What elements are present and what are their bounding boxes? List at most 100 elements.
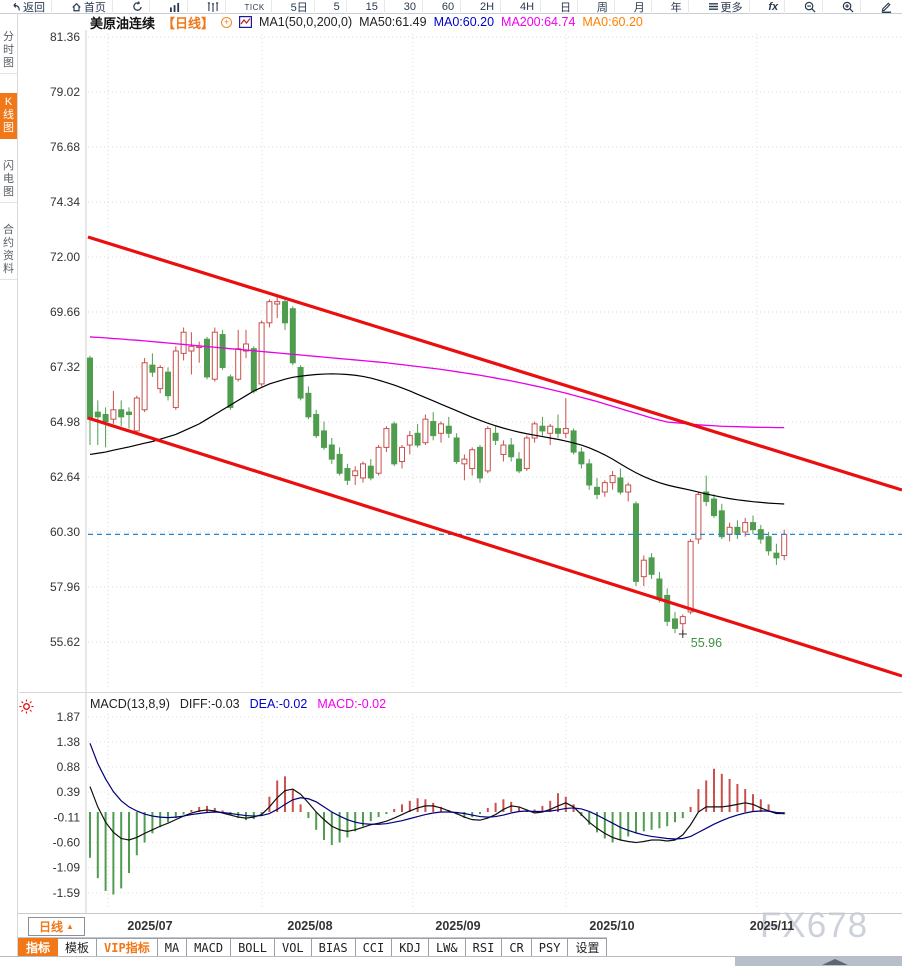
volume-style-button[interactable]: [201, 0, 226, 14]
tab-lwr[interactable]: LW&: [428, 938, 466, 957]
sidebar-item-time-chart[interactable]: 分时图: [0, 28, 17, 74]
refresh-button[interactable]: [126, 0, 150, 14]
svg-text:64.98: 64.98: [50, 415, 80, 429]
dropdown-arrow-icon: ▲: [66, 922, 74, 931]
svg-text:-1.59: -1.59: [53, 886, 81, 900]
tab-indicator[interactable]: 指标: [18, 938, 59, 957]
zoom-out-button[interactable]: [798, 0, 824, 14]
period-2h-button[interactable]: 2H: [474, 0, 502, 14]
tab-bias[interactable]: BIAS: [311, 938, 356, 957]
period-week-label: 周: [596, 1, 608, 14]
ma0-orange-value: MA0:60.20: [582, 15, 643, 29]
tick-period-button[interactable]: tick: [238, 0, 272, 14]
top-toolbar: 返回 首页 tick 5日 5 15 30 60 2H 4H 日 周 月 年 更…: [0, 0, 902, 14]
tab-settings[interactable]: 设置: [568, 938, 608, 957]
period-label: 【日线】: [162, 15, 215, 31]
add-indicator-icon[interactable]: +: [221, 16, 233, 28]
bar-chart-icon: [169, 2, 179, 12]
period-5day-label: 5日: [290, 1, 308, 14]
svg-text:0.39: 0.39: [57, 785, 81, 799]
period-30min-label: 30: [403, 0, 416, 13]
ma0-blue-value: MA0:60.20: [433, 15, 495, 29]
tab-cci[interactable]: CCI: [355, 938, 393, 957]
back-label: 返回: [23, 1, 45, 14]
timeframe-dropdown-button[interactable]: 日线 ▲: [28, 917, 85, 936]
period-15min-button[interactable]: 15: [360, 0, 385, 14]
period-5day-button[interactable]: 5日: [285, 0, 315, 14]
tab-cr[interactable]: CR: [502, 938, 532, 957]
draw-tool-button[interactable]: [874, 0, 898, 14]
tab-rsi[interactable]: RSI: [465, 938, 503, 957]
ma50-value: MA50:61.49: [359, 15, 427, 29]
svg-text:2025/07: 2025/07: [127, 919, 172, 933]
scroll-up-arrow-icon[interactable]: [822, 959, 848, 965]
sidebar-item-kline-chart[interactable]: K线图: [0, 93, 17, 139]
svg-text:-0.60: -0.60: [53, 836, 81, 850]
tab-kdj[interactable]: KDJ: [392, 938, 429, 957]
macd-diff-value: DIFF:-0.03: [179, 697, 240, 711]
period-day-button[interactable]: 日: [554, 0, 578, 14]
tab-vol[interactable]: VOL: [274, 938, 312, 957]
tab-psy[interactable]: PSY: [531, 938, 569, 957]
more-button[interactable]: 更多: [702, 0, 750, 14]
period-60min-button[interactable]: 60: [436, 0, 462, 14]
period-month-label: 月: [633, 1, 645, 14]
tab-boll[interactable]: BOLL: [231, 938, 275, 957]
kline-settings-icon[interactable]: [239, 16, 253, 28]
scrollbar-track[interactable]: [735, 957, 902, 966]
macd-dea-value: DEA:-0.02: [249, 697, 308, 711]
sidebar-item-contract-info[interactable]: 合约资料: [0, 221, 17, 280]
period-4h-label: 4H: [519, 0, 535, 13]
fx678-watermark: FX678: [760, 906, 869, 945]
period-4h-button[interactable]: 4H: [514, 0, 542, 14]
ma200-value: MA200:64.74: [501, 15, 576, 29]
macd-macd-value: MACD:-0.02: [317, 697, 387, 711]
period-year-button[interactable]: 年: [665, 0, 689, 14]
period-60min-label: 60: [441, 0, 455, 13]
svg-text:2025/08: 2025/08: [287, 919, 332, 933]
svg-text:2025/10: 2025/10: [589, 919, 634, 933]
svg-text:60.30: 60.30: [50, 525, 80, 539]
horizontal-scrollbar[interactable]: [0, 956, 902, 966]
chart-style-button[interactable]: [163, 0, 188, 14]
sidebar-item-lightning-chart[interactable]: 闪电图: [0, 157, 17, 203]
chart-type-sidebar: 分时图 K线图 闪电图 合约资料: [0, 14, 18, 966]
tab-template[interactable]: 模板: [58, 938, 98, 957]
back-button[interactable]: 返回: [4, 0, 52, 14]
macd-header: MACD(13,8,9) DIFF:-0.03 DEA:-0.02 MACD:-…: [90, 697, 386, 711]
zoom-in-button[interactable]: [836, 0, 861, 14]
svg-text:55.96: 55.96: [691, 636, 722, 650]
period-5min-button[interactable]: 5: [328, 0, 347, 14]
tab-vip-indicator[interactable]: VIP指标: [97, 938, 158, 957]
refresh-icon: [133, 1, 142, 11]
svg-text:1.87: 1.87: [57, 710, 81, 724]
home-icon: [72, 2, 81, 11]
svg-text:79.02: 79.02: [50, 85, 80, 99]
chart-header: 美原油连续 【日线】 + MA1(50,0,200,0) MA50:61.49 …: [90, 14, 643, 31]
indicator-settings-sun-icon[interactable]: [19, 699, 34, 714]
period-15min-label: 15: [365, 0, 378, 13]
period-2h-label: 2H: [480, 0, 495, 13]
svg-text:2025/09: 2025/09: [435, 919, 480, 933]
timeframe-label: 日线: [39, 920, 64, 934]
fx-label: fx: [768, 0, 779, 13]
home-button[interactable]: 首页: [65, 0, 113, 14]
tab-macd[interactable]: MACD: [187, 938, 232, 957]
ma-settings: MA1(50,0,200,0): [259, 15, 353, 29]
svg-text:72.00: 72.00: [50, 250, 80, 264]
volume-bars-icon: [207, 1, 218, 12]
period-30min-button[interactable]: 30: [398, 0, 423, 14]
period-5min-label: 5: [333, 0, 340, 13]
svg-text:55.62: 55.62: [50, 635, 80, 649]
zoom-out-icon: [804, 1, 816, 13]
macd-settings: MACD(13,8,9): [90, 697, 170, 711]
more-label: 更多: [720, 1, 743, 14]
indicator-fx-button[interactable]: fx: [762, 0, 786, 14]
tab-ma[interactable]: MA: [157, 938, 188, 957]
svg-text:67.32: 67.32: [50, 360, 80, 374]
svg-text:57.96: 57.96: [50, 580, 80, 594]
period-week-button[interactable]: 周: [591, 0, 615, 14]
period-month-button[interactable]: 月: [628, 0, 652, 14]
